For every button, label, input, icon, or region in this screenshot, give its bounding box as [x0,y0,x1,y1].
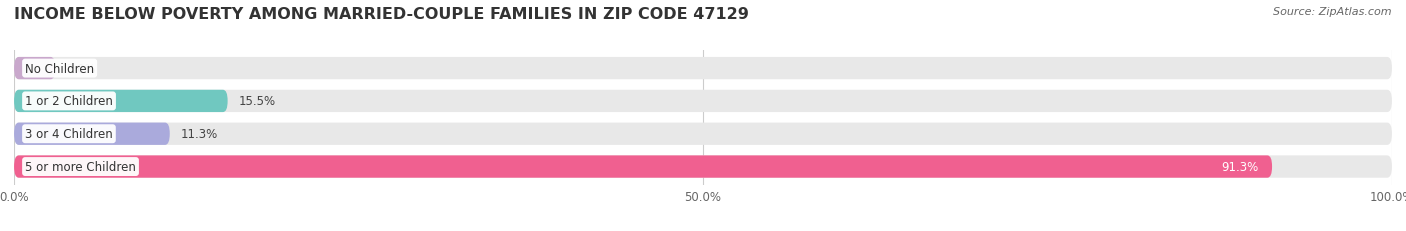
FancyBboxPatch shape [14,123,1392,145]
FancyBboxPatch shape [14,156,1392,178]
Text: 3 or 4 Children: 3 or 4 Children [25,128,112,141]
Text: 3.0%: 3.0% [66,62,96,75]
FancyBboxPatch shape [14,123,170,145]
Text: Source: ZipAtlas.com: Source: ZipAtlas.com [1274,7,1392,17]
Text: 91.3%: 91.3% [1220,160,1258,173]
FancyBboxPatch shape [14,58,1392,80]
FancyBboxPatch shape [14,90,228,112]
FancyBboxPatch shape [14,90,1392,112]
Text: INCOME BELOW POVERTY AMONG MARRIED-COUPLE FAMILIES IN ZIP CODE 47129: INCOME BELOW POVERTY AMONG MARRIED-COUPL… [14,7,749,22]
Text: No Children: No Children [25,62,94,75]
Text: 15.5%: 15.5% [239,95,276,108]
Text: 11.3%: 11.3% [181,128,218,141]
FancyBboxPatch shape [14,156,1272,178]
Text: 1 or 2 Children: 1 or 2 Children [25,95,112,108]
FancyBboxPatch shape [14,58,55,80]
Text: 5 or more Children: 5 or more Children [25,160,136,173]
